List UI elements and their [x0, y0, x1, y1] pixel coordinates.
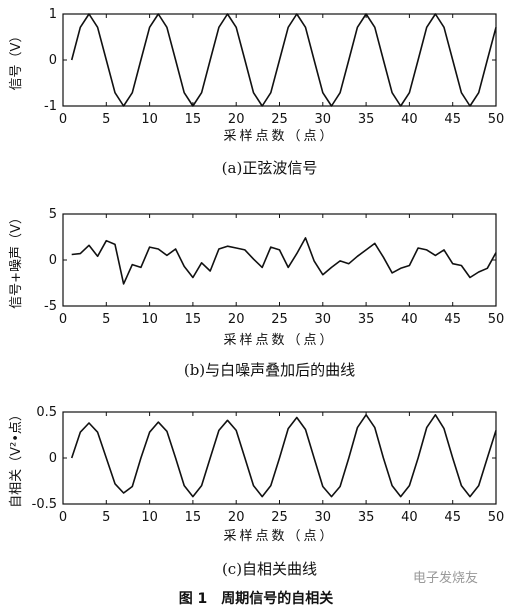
chart-panel-1: 0 5 10 15 20 25 30 35 40 45 50-505采样点数（点）信号+噪声（V）(… [9, 207, 504, 379]
x-tick-label: 0 [59, 112, 67, 127]
plot-frame [62, 213, 497, 307]
x-tick-label: 40 [401, 112, 418, 127]
x-tick-label: 20 [228, 510, 245, 525]
x-tick-label: 35 [358, 510, 375, 525]
y-tick-label: -5 [44, 299, 57, 314]
x-tick-label: 20 [228, 312, 245, 327]
x-tick-label: 45 [444, 312, 461, 327]
series-line [70, 413, 497, 498]
x-tick-label: 40 [401, 510, 418, 525]
x-tick-label: 50 [488, 112, 505, 127]
x-tick-label: 15 [185, 510, 202, 525]
series-line [70, 13, 497, 107]
y-tick-label: 0 [49, 253, 57, 268]
y-tick-label: -1 [44, 99, 57, 114]
panel-caption: (b)与白噪声叠加后的曲线 [184, 361, 355, 379]
x-tick-label: 30 [315, 312, 332, 327]
x-tick-label: 10 [141, 112, 158, 127]
y-tick-label: 0 [49, 53, 57, 68]
y-tick-label: 0.5 [36, 405, 57, 420]
panel-caption: (c)自相关曲线 [222, 560, 317, 578]
series-line [71, 237, 497, 285]
x-tick-label: 5 [102, 112, 110, 127]
x-tick-label: 10 [141, 312, 158, 327]
x-tick-label: 0 [59, 312, 67, 327]
x-tick-label: 30 [315, 112, 332, 127]
x-axis-label: 采样点数（点） [223, 333, 335, 348]
x-tick-label: 25 [271, 112, 288, 127]
x-tick-label: 15 [185, 312, 202, 327]
x-axis-label: 采样点数（点） [223, 529, 335, 544]
y-axis-label: 信号+噪声（V） [9, 211, 24, 309]
y-tick-label: 0 [49, 451, 57, 466]
x-tick-label: 35 [358, 312, 375, 327]
figure-title: 图 1 周期信号的自相关 [179, 590, 334, 607]
chart-panel-2: 0 5 10 15 20 25 30 35 40 45 50-0.500.5采样点数（点）自相关（V… [9, 405, 504, 578]
y-axis-label: 自相关（V²•点） [9, 408, 24, 508]
x-tick-label: 0 [59, 510, 67, 525]
x-tick-label: 30 [315, 510, 332, 525]
watermark-text: 电子发烧友 [413, 570, 478, 586]
x-tick-label: 45 [444, 112, 461, 127]
x-tick-label: 50 [488, 510, 505, 525]
y-tick-label: -0.5 [32, 497, 57, 512]
chart-panel-0: 0 5 10 15 20 25 30 35 40 45 50-101采样点数（点）信号（V）(a)正… [9, 7, 504, 177]
x-tick-label: 10 [141, 510, 158, 525]
y-axis-label: 信号（V） [9, 30, 24, 91]
x-tick-label: 25 [271, 510, 288, 525]
x-tick-label: 15 [185, 112, 202, 127]
x-tick-label: 50 [488, 312, 505, 327]
x-tick-label: 20 [228, 112, 245, 127]
x-tick-label: 45 [444, 510, 461, 525]
panel-caption: (a)正弦波信号 [222, 159, 318, 177]
y-tick-label: 5 [49, 207, 57, 222]
x-tick-label: 40 [401, 312, 418, 327]
x-tick-label: 5 [102, 312, 110, 327]
x-tick-label: 5 [102, 510, 110, 525]
x-axis-label: 采样点数（点） [223, 129, 335, 144]
y-tick-label: 1 [49, 7, 57, 22]
x-tick-label: 25 [271, 312, 288, 327]
x-tick-label: 35 [358, 112, 375, 127]
